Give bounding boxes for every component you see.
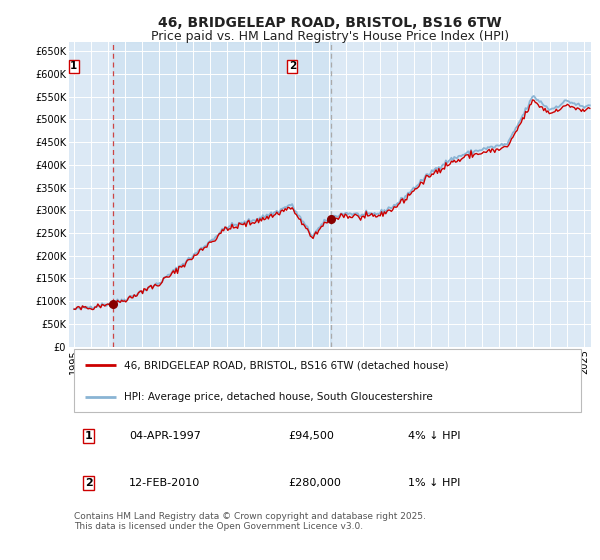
Text: 2: 2 bbox=[289, 61, 296, 71]
FancyBboxPatch shape bbox=[74, 349, 581, 412]
Text: 1: 1 bbox=[85, 431, 92, 441]
Text: 2: 2 bbox=[85, 478, 92, 488]
Text: 1: 1 bbox=[70, 61, 77, 71]
Text: 1% ↓ HPI: 1% ↓ HPI bbox=[409, 478, 461, 488]
Text: Price paid vs. HM Land Registry's House Price Index (HPI): Price paid vs. HM Land Registry's House … bbox=[151, 30, 509, 43]
Text: 12-FEB-2010: 12-FEB-2010 bbox=[129, 478, 200, 488]
Bar bbox=[113, 42, 331, 347]
Text: 04-APR-1997: 04-APR-1997 bbox=[129, 431, 201, 441]
Text: 4% ↓ HPI: 4% ↓ HPI bbox=[409, 431, 461, 441]
Text: Contains HM Land Registry data © Crown copyright and database right 2025.
This d: Contains HM Land Registry data © Crown c… bbox=[74, 512, 426, 531]
Text: £94,500: £94,500 bbox=[288, 431, 334, 441]
Text: 46, BRIDGELEAP ROAD, BRISTOL, BS16 6TW: 46, BRIDGELEAP ROAD, BRISTOL, BS16 6TW bbox=[158, 16, 502, 30]
Text: HPI: Average price, detached house, South Gloucestershire: HPI: Average price, detached house, Sout… bbox=[124, 391, 433, 402]
Text: £280,000: £280,000 bbox=[288, 478, 341, 488]
Text: 46, BRIDGELEAP ROAD, BRISTOL, BS16 6TW (detached house): 46, BRIDGELEAP ROAD, BRISTOL, BS16 6TW (… bbox=[124, 360, 448, 370]
